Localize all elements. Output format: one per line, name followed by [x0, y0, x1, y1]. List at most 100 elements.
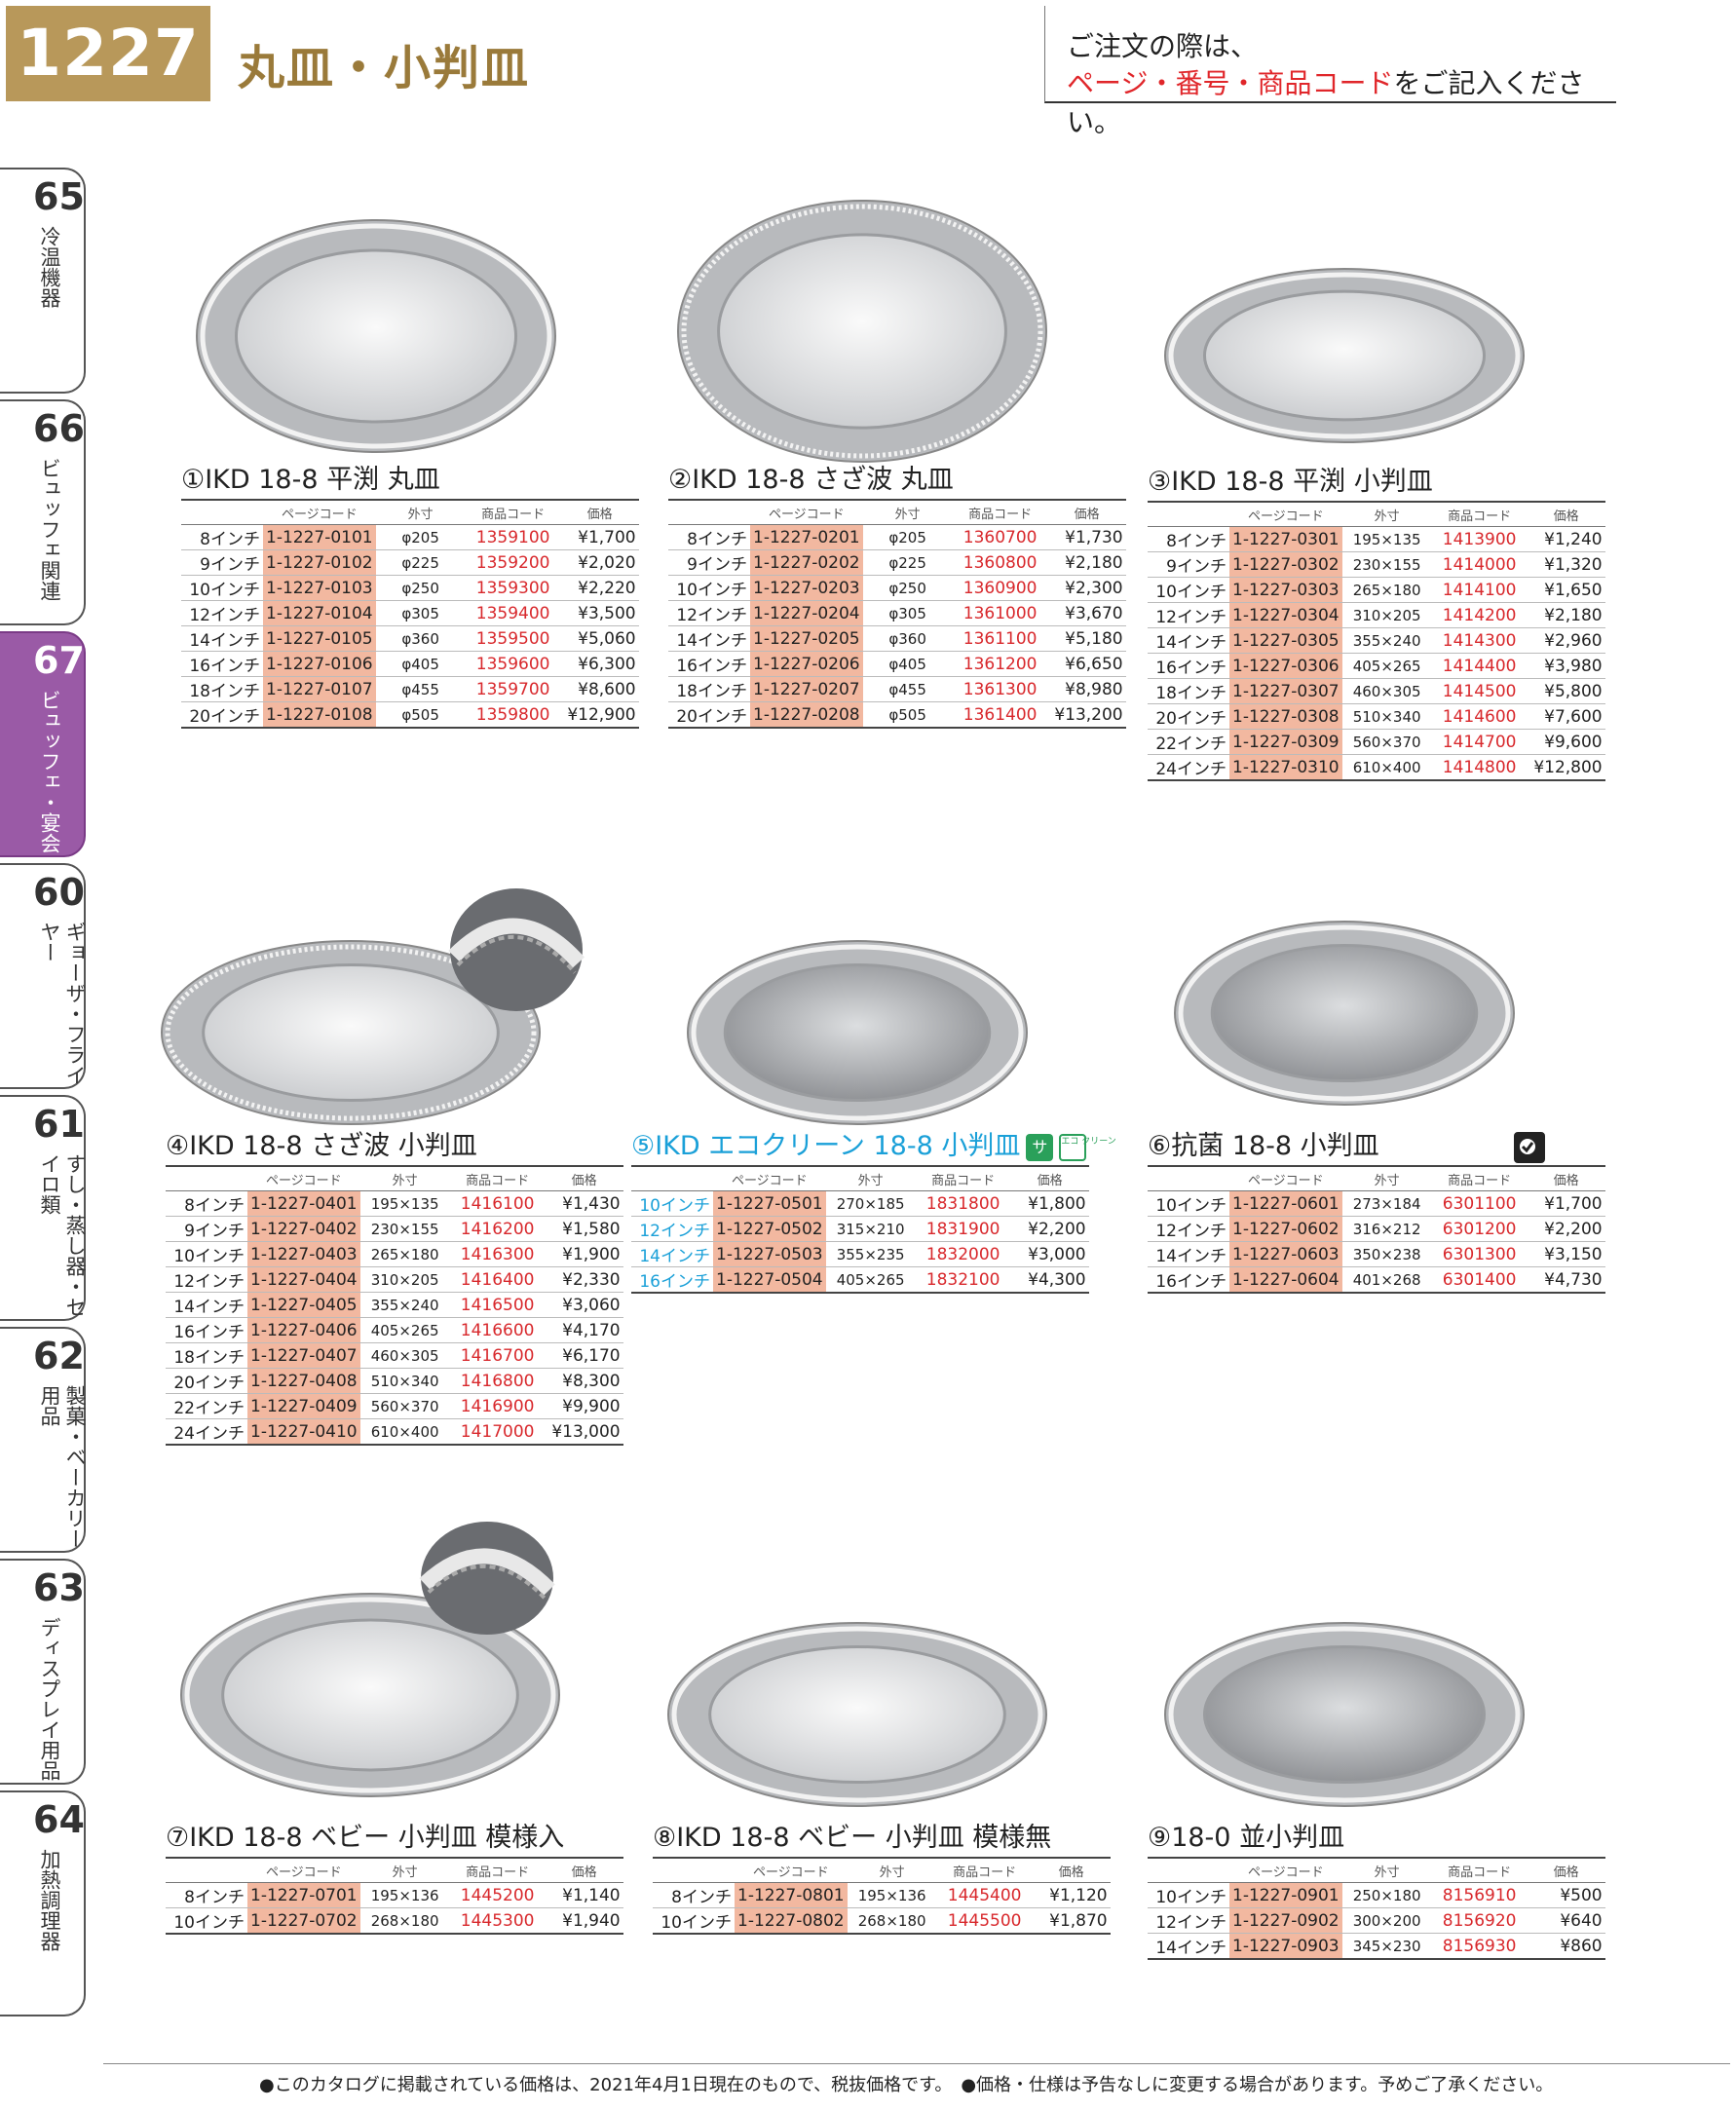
size-cell: 10インチ — [1148, 1190, 1229, 1217]
page-code-cell: 1-1227-0202 — [750, 549, 863, 576]
table-row: 14インチ 1-1227-0205 φ360 1361100 ¥5,180 — [668, 625, 1126, 652]
table-row: 16インチ 1-1227-0604 401×268 6301400 ¥4,730 — [1148, 1266, 1605, 1294]
product-code-cell: 1416600 — [449, 1317, 546, 1343]
product-title: ①IKD 18-8 平渕 丸皿 — [181, 464, 639, 497]
dimension-cell: φ505 — [375, 701, 466, 729]
side-tab-number: 64 — [33, 1798, 85, 1841]
product-code-cell: 1413900 — [1431, 526, 1528, 552]
price-cell: ¥3,000 — [1010, 1241, 1089, 1267]
dimension-cell: 270×185 — [825, 1190, 916, 1217]
page-code-cell: 1-1227-0702 — [247, 1907, 360, 1935]
product-block-9: ⑨18-0 並小判皿 ページコード 外寸 商品コード 価格 10インチ 1-1227-090… — [1148, 1822, 1605, 1960]
side-tab-66[interactable]: 66 ビュッフェ関連 — [0, 399, 86, 625]
product-code-cell: 1414400 — [1431, 653, 1528, 679]
side-tab-65[interactable]: 65 冷温機器 — [0, 168, 86, 394]
side-tab-63[interactable]: 63 ディスプレイ用品 — [0, 1559, 86, 1785]
size-cell: 9インチ — [668, 549, 750, 576]
size-cell: 12インチ — [1148, 1216, 1229, 1242]
side-tab-number: 65 — [33, 175, 85, 218]
table-row: 12インチ 1-1227-0502 315×210 1831900 ¥2,200 — [631, 1216, 1089, 1242]
table-row: 20インチ 1-1227-0108 φ505 1359800 ¥12,900 — [181, 701, 639, 729]
price-cell: ¥5,800 — [1527, 678, 1605, 704]
page-code-cell: 1-1227-0404 — [247, 1266, 360, 1293]
dimension-cell: 300×200 — [1341, 1907, 1432, 1934]
side-tab-64[interactable]: 64 加熱調理器 — [0, 1790, 86, 2016]
price-cell: ¥13,000 — [545, 1418, 623, 1446]
price-cell: ¥13,200 — [1047, 701, 1126, 729]
product-block-2: ②IKD 18-8 さざ波 丸皿 ページコード 外寸 商品コード 価格 8インチ 1-122… — [668, 464, 1126, 729]
size-cell: 12インチ — [668, 600, 750, 626]
product-title: ④IKD 18-8 さざ波 小判皿 — [166, 1130, 623, 1163]
size-col-header — [1148, 1165, 1229, 1191]
product-code-cell: 1414700 — [1431, 729, 1528, 755]
table-row: 8インチ 1-1227-0301 195×135 1413900 ¥1,240 — [1148, 526, 1605, 552]
dimension-cell: φ405 — [375, 651, 466, 677]
dimension-cell: 315×210 — [825, 1216, 916, 1242]
price-table: ページコード 外寸 商品コード 価格 8インチ 1-1227-0101 φ205 135910… — [181, 499, 639, 729]
price-cell: ¥500 — [1527, 1882, 1605, 1908]
page-code-cell: 1-1227-0405 — [247, 1292, 360, 1318]
price-table: ページコード 外寸 商品コード 価格 10インチ 1-1227-0601 273×184 63… — [1148, 1165, 1605, 1294]
table-row: 9インチ 1-1227-0202 φ225 1360800 ¥2,180 — [668, 549, 1126, 576]
side-tab-62[interactable]: 62 製菓・ベーカリー用品 — [0, 1327, 87, 1553]
table-row: 10インチ 1-1227-0702 268×180 1445300 ¥1,940 — [166, 1907, 623, 1935]
table-row: 18インチ 1-1227-0407 460×305 1416700 ¥6,170 — [166, 1342, 623, 1369]
size-cell: 12インチ — [1148, 602, 1229, 628]
dimension-cell: 195×136 — [847, 1882, 937, 1908]
price-table: ページコード 外寸 商品コード 価格 8インチ 1-1227-0401 195×135 141… — [166, 1165, 623, 1446]
page-title: 丸皿・小判皿 — [238, 41, 531, 95]
side-tab-61[interactable]: 61 すし・蒸し器・セイロ類 — [0, 1095, 87, 1321]
price-cell: ¥4,170 — [545, 1317, 623, 1343]
product-code-cell: 6301100 — [1431, 1190, 1528, 1217]
product-block-5: ⑤IKD エコクリーン 18-8 小判皿サエコ クリーン ページコード 外寸 商品コー… — [631, 1130, 1116, 1294]
dimension-cell: 265×180 — [1341, 577, 1432, 603]
product-code-cell: 1416700 — [449, 1342, 546, 1369]
product-code-cell: 1360700 — [952, 524, 1048, 550]
side-tab-60[interactable]: 60 ギョーザ・フライヤー — [0, 863, 87, 1089]
product-code-header: 商品コード — [449, 1165, 546, 1191]
page-code-cell: 1-1227-0701 — [247, 1882, 360, 1908]
size-cell: 8インチ — [1148, 526, 1229, 552]
size-cell: 10インチ — [166, 1241, 247, 1267]
product-code-cell: 1416900 — [449, 1393, 546, 1419]
page-code-cell: 1-1227-0403 — [247, 1241, 360, 1267]
size-cell: 20インチ — [1148, 703, 1229, 730]
product-code-cell: 1359600 — [465, 651, 561, 677]
product-code-cell: 1359400 — [465, 600, 561, 626]
price-cell: ¥1,140 — [545, 1882, 623, 1908]
dimension-header: 外寸 — [1341, 1857, 1432, 1883]
table-row: 20インチ 1-1227-0308 510×340 1414600 ¥7,600 — [1148, 703, 1605, 730]
product-code-cell: 1445300 — [449, 1907, 546, 1935]
product-code-cell: 1445400 — [936, 1882, 1033, 1908]
product-code-cell: 1359200 — [465, 549, 561, 576]
eco-clean-label-icon: エコ クリーン — [1059, 1133, 1116, 1161]
product-title: ②IKD 18-8 さざ波 丸皿 — [668, 464, 1126, 497]
side-tab-number: 62 — [33, 1335, 85, 1377]
product-photo — [682, 935, 1033, 1130]
product-code-cell: 1831800 — [915, 1190, 1011, 1217]
price-header: 価格 — [1527, 501, 1605, 527]
price-cell: ¥9,900 — [545, 1393, 623, 1419]
product-block-3: ③IKD 18-8 平渕 小判皿 ページコード 外寸 商品コード 価格 8インチ 1-122… — [1148, 466, 1605, 781]
page-code-cell: 1-1227-0501 — [713, 1190, 826, 1217]
page-code-cell: 1-1227-0502 — [713, 1216, 826, 1242]
price-cell: ¥5,180 — [1047, 625, 1126, 652]
dimension-cell: 355×240 — [359, 1292, 450, 1318]
product-title-text: ⑦IKD 18-8 ベビー 小判皿 模様入 — [166, 1823, 565, 1853]
price-header: 価格 — [1010, 1165, 1089, 1191]
dimension-cell: 350×238 — [1341, 1241, 1432, 1267]
table-row: 18インチ 1-1227-0207 φ455 1361300 ¥8,980 — [668, 676, 1126, 702]
side-tab-label: 冷温機器 — [38, 226, 61, 308]
dimension-cell: 405×265 — [825, 1266, 916, 1294]
size-cell: 14インチ — [631, 1241, 713, 1267]
size-col-header — [653, 1857, 735, 1883]
table-row: 12インチ 1-1227-0602 316×212 6301200 ¥2,200 — [1148, 1216, 1605, 1242]
product-title: ⑥抗菌 18-8 小判皿 — [1148, 1130, 1605, 1163]
side-tab-67[interactable]: 67 ビュッフェ・宴会 — [0, 631, 86, 857]
page-code-cell: 1-1227-0105 — [263, 625, 376, 652]
price-cell: ¥3,670 — [1047, 600, 1126, 626]
table-row: 24インチ 1-1227-0310 610×400 1414800 ¥12,800 — [1148, 754, 1605, 781]
dimension-header: 外寸 — [375, 499, 466, 525]
price-cell: ¥2,200 — [1010, 1216, 1089, 1242]
order-notice-emphasis: ページ・番号・商品コード — [1067, 67, 1394, 99]
